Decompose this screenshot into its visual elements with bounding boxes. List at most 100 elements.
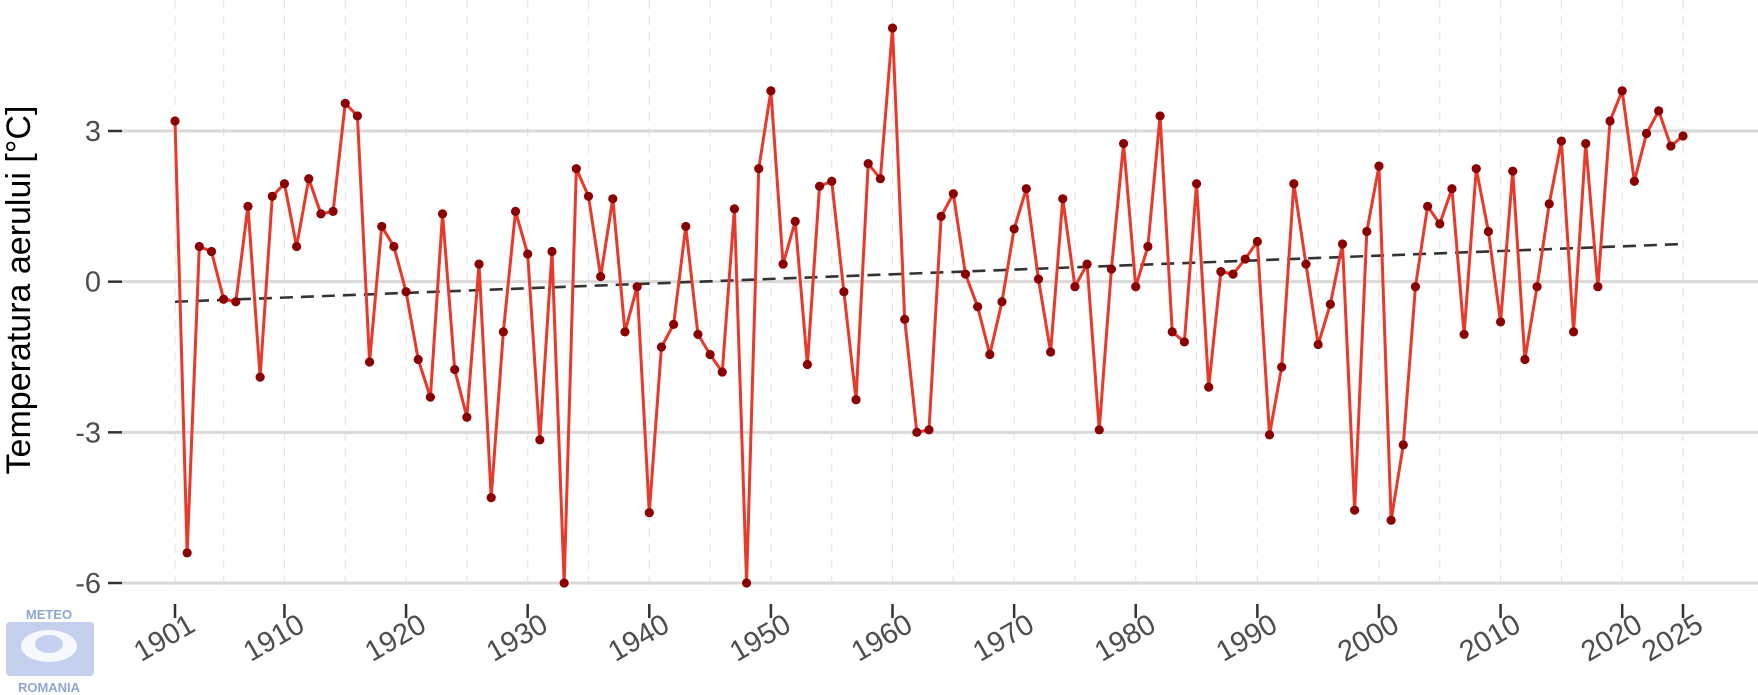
data-point xyxy=(316,209,326,219)
data-point xyxy=(766,86,776,96)
data-points xyxy=(170,23,1688,588)
x-tick-label: 2000 xyxy=(1333,608,1405,668)
data-point xyxy=(1216,267,1226,277)
data-point xyxy=(1228,269,1238,279)
data-point xyxy=(267,191,277,201)
data-point xyxy=(960,269,971,279)
data-point xyxy=(1581,138,1591,149)
data-point xyxy=(985,349,995,360)
data-point xyxy=(1033,274,1044,284)
y-tick-label: 0 xyxy=(85,267,101,299)
data-point xyxy=(437,209,448,219)
data-point xyxy=(705,349,715,360)
data-point xyxy=(474,259,484,269)
y-axis-label: Temperatura aerului [°C] xyxy=(0,106,38,475)
data-point xyxy=(632,282,642,292)
data-point xyxy=(1058,194,1068,204)
data-point xyxy=(1556,136,1566,146)
data-point xyxy=(997,297,1007,307)
x-tick-label: 1910 xyxy=(238,608,310,668)
data-point xyxy=(219,294,229,304)
data-point xyxy=(1508,166,1518,176)
data-point xyxy=(693,329,703,339)
data-point xyxy=(948,189,958,199)
data-point xyxy=(1495,317,1506,327)
data-point xyxy=(1386,515,1396,525)
data-point xyxy=(1435,219,1445,229)
data-point xyxy=(1094,425,1104,435)
data-point xyxy=(875,174,885,184)
x-tick-label: 1970 xyxy=(968,608,1040,668)
data-point xyxy=(1301,259,1311,269)
data-point xyxy=(1532,282,1542,292)
data-point xyxy=(1179,337,1189,347)
y-tick-label: -6 xyxy=(75,568,101,600)
data-point xyxy=(328,206,338,216)
data-point xyxy=(1070,282,1080,292)
x-tick-label: 1960 xyxy=(846,608,918,668)
data-point xyxy=(535,435,545,445)
x-tick-label: 2025 xyxy=(1637,608,1709,668)
x-axis-ticks: 1901 1910 1920 1930 1940 1950 1960 1970 1980 1990… xyxy=(129,604,1709,668)
data-point xyxy=(377,221,387,232)
data-point xyxy=(620,327,630,337)
data-point xyxy=(596,272,606,282)
y-axis-ticks: 3 0 -3 -6 xyxy=(75,116,122,600)
data-point xyxy=(231,297,241,307)
data-point xyxy=(900,314,910,324)
data-point xyxy=(973,302,983,312)
data-point xyxy=(1593,282,1603,292)
data-point xyxy=(1471,164,1481,174)
data-point xyxy=(255,372,265,382)
x-tick-label: 1940 xyxy=(603,608,675,668)
data-point xyxy=(1374,161,1384,171)
data-point xyxy=(1082,259,1092,269)
data-point xyxy=(1362,226,1372,237)
data-point xyxy=(1325,299,1335,309)
data-point xyxy=(863,159,873,169)
data-point xyxy=(1544,199,1554,209)
data-point xyxy=(669,319,679,329)
data-point xyxy=(1106,264,1117,274)
data-point xyxy=(1289,179,1299,189)
data-point xyxy=(1483,226,1494,237)
data-point xyxy=(1641,128,1652,139)
data-point xyxy=(681,221,691,232)
data-point xyxy=(1021,184,1031,194)
data-point xyxy=(243,201,253,211)
data-point xyxy=(304,174,314,184)
data-point xyxy=(839,287,849,297)
data-point xyxy=(656,342,667,352)
data-point xyxy=(1605,116,1615,126)
data-point xyxy=(1143,241,1153,252)
x-tick-label: 1980 xyxy=(1089,608,1161,668)
data-point xyxy=(1252,236,1262,247)
series-line xyxy=(173,26,1684,585)
data-point xyxy=(182,548,192,558)
data-point xyxy=(1629,176,1639,186)
data-point xyxy=(1155,111,1165,121)
data-point xyxy=(340,98,350,108)
data-point xyxy=(717,367,727,377)
data-point xyxy=(754,164,764,174)
data-point xyxy=(1666,141,1676,151)
data-point xyxy=(425,392,435,402)
data-point xyxy=(1568,327,1579,337)
x-tick-label: 1930 xyxy=(481,608,553,668)
data-point xyxy=(778,259,788,269)
data-point xyxy=(644,508,654,518)
data-point xyxy=(413,354,423,365)
data-point xyxy=(559,578,569,588)
y-tick-label: -3 xyxy=(75,417,101,449)
data-point xyxy=(814,181,825,191)
data-point xyxy=(790,216,800,226)
data-point xyxy=(1131,282,1141,292)
data-point xyxy=(389,241,399,252)
x-tick-label: 2020 xyxy=(1576,608,1648,668)
data-point xyxy=(352,111,363,121)
data-point xyxy=(912,427,922,437)
data-point xyxy=(936,211,946,221)
data-point xyxy=(170,116,180,126)
data-point xyxy=(1447,184,1457,194)
